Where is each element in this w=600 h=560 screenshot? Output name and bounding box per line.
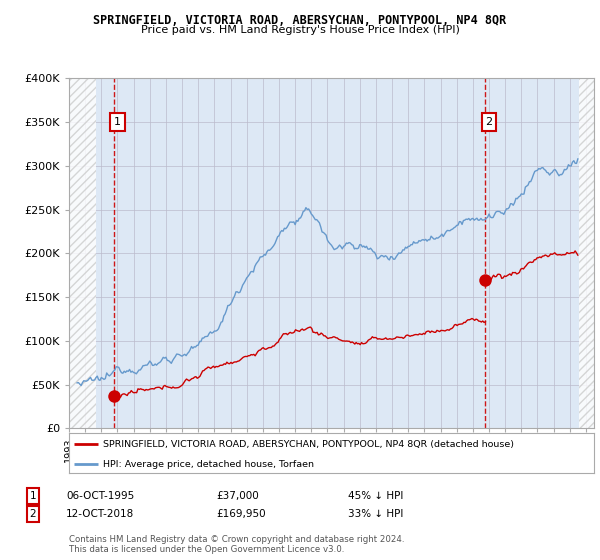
Text: 2: 2 bbox=[485, 117, 493, 127]
Text: Contains HM Land Registry data © Crown copyright and database right 2024.
This d: Contains HM Land Registry data © Crown c… bbox=[69, 535, 404, 554]
Text: SPRINGFIELD, VICTORIA ROAD, ABERSYCHAN, PONTYPOOL, NP4 8QR: SPRINGFIELD, VICTORIA ROAD, ABERSYCHAN, … bbox=[94, 14, 506, 27]
Text: £37,000: £37,000 bbox=[216, 491, 259, 501]
Text: 1: 1 bbox=[29, 491, 37, 501]
Text: £169,950: £169,950 bbox=[216, 509, 266, 519]
Text: Price paid vs. HM Land Registry's House Price Index (HPI): Price paid vs. HM Land Registry's House … bbox=[140, 25, 460, 35]
Text: 45% ↓ HPI: 45% ↓ HPI bbox=[348, 491, 403, 501]
Text: HPI: Average price, detached house, Torfaen: HPI: Average price, detached house, Torf… bbox=[103, 460, 314, 469]
Text: 33% ↓ HPI: 33% ↓ HPI bbox=[348, 509, 403, 519]
Text: 06-OCT-1995: 06-OCT-1995 bbox=[66, 491, 134, 501]
Text: 12-OCT-2018: 12-OCT-2018 bbox=[66, 509, 134, 519]
Text: 1: 1 bbox=[114, 117, 121, 127]
Text: SPRINGFIELD, VICTORIA ROAD, ABERSYCHAN, PONTYPOOL, NP4 8QR (detached house): SPRINGFIELD, VICTORIA ROAD, ABERSYCHAN, … bbox=[103, 440, 514, 449]
Text: 2: 2 bbox=[29, 509, 37, 519]
